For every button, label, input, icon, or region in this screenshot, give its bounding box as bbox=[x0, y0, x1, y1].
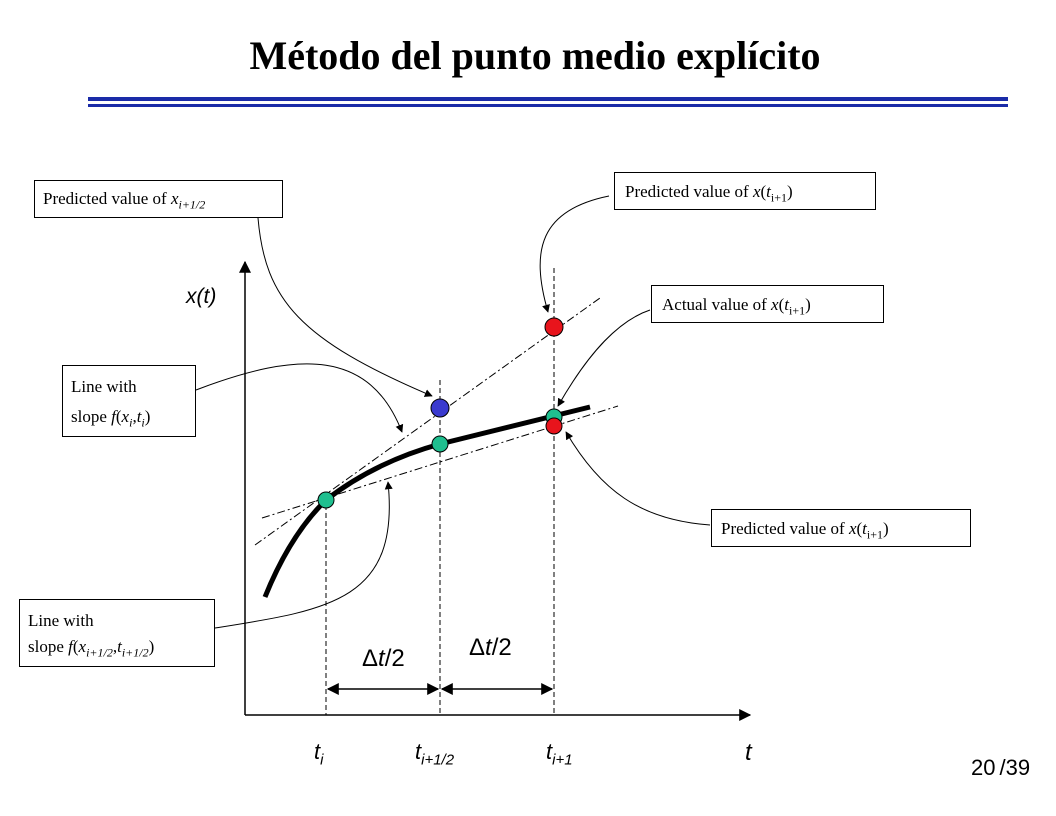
arrow-pred-half bbox=[257, 217, 433, 397]
arrow-actual bbox=[557, 309, 651, 407]
interval-label-2: Δt/2 bbox=[469, 634, 512, 661]
interval-label-1: Δt/2 bbox=[362, 645, 405, 672]
label-actual: Actual value of x(ti+1) bbox=[651, 285, 884, 323]
arrow-pred-bottom bbox=[565, 431, 711, 526]
tick-t-i: ti bbox=[314, 739, 324, 769]
title-rule-bottom bbox=[88, 104, 1008, 107]
point-predicted-half bbox=[430, 398, 450, 418]
title-rule-top bbox=[88, 97, 1008, 101]
solution-curve bbox=[262, 404, 591, 598]
tick-t-half: ti+1/2 bbox=[415, 739, 455, 769]
point-x-i bbox=[317, 491, 335, 509]
x-axis-label: t bbox=[745, 739, 752, 766]
point-predicted-bottom bbox=[545, 417, 563, 435]
y-axis-label: x(t) bbox=[186, 285, 217, 308]
label-predicted-half: Predicted value of xi+1/2 bbox=[34, 180, 283, 218]
label-predicted-top: Predicted value of x(ti+1) bbox=[614, 172, 876, 210]
arrow-line2 bbox=[214, 481, 393, 629]
arrow-pred-top bbox=[539, 195, 610, 313]
slide-title: Método del punto medio explícito bbox=[249, 33, 821, 78]
page-number: 20/39 bbox=[971, 755, 1031, 780]
label-line-slope-start: Line with slope f(xi,ti) bbox=[62, 365, 196, 437]
point-predicted-top bbox=[544, 317, 564, 337]
point-actual-half bbox=[431, 435, 449, 453]
label-predicted-bottom: Predicted value of x(ti+1) bbox=[711, 509, 971, 547]
arrow-line1 bbox=[195, 363, 404, 433]
label-line-slope-half: Line with slope f(xi+1/2,ti+1/2) bbox=[19, 599, 215, 667]
slope-line-half bbox=[254, 297, 601, 546]
tick-t-next: ti+1 bbox=[546, 739, 573, 769]
